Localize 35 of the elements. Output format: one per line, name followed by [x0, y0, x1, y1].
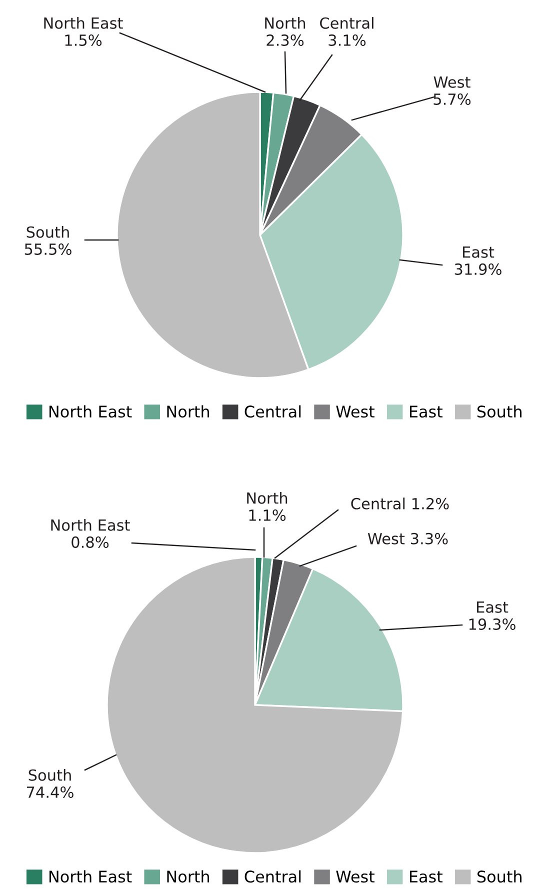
- data-label: 0.8%: [72, 536, 109, 548]
- legend-label: South: [477, 405, 522, 418]
- legend-label: North: [167, 405, 210, 418]
- slice-label: North: [265, 17, 306, 29]
- slice-label: South: [26, 226, 69, 238]
- data-label: 55.5%: [24, 243, 72, 255]
- pie-slice: [106, 556, 404, 854]
- legend-label: North East: [50, 870, 132, 883]
- slice-label: South: [28, 769, 71, 781]
- slice-label: West: [434, 76, 470, 88]
- data-label: 74.4%: [26, 786, 74, 798]
- slice-label: Central: [320, 17, 374, 29]
- data-label: 19.3%: [469, 618, 516, 630]
- legend-label: South: [477, 870, 522, 883]
- legend-label: West: [336, 406, 374, 418]
- data-label: 5.7%: [434, 93, 471, 105]
- category-label: Central 1.2%: [351, 498, 449, 510]
- data-label: 31.9%: [454, 263, 502, 275]
- legend-label: Central: [244, 870, 301, 883]
- slice-label: East: [477, 602, 508, 613]
- legend-label: North: [167, 870, 210, 883]
- data-label: 3.1%: [328, 34, 366, 46]
- slice-label: East: [463, 246, 494, 258]
- slice-label: North East: [51, 519, 130, 531]
- slice-label: North East: [44, 17, 123, 29]
- legend-label: East: [410, 870, 442, 883]
- data-label: 1.1%: [249, 509, 286, 521]
- legend-label: North East: [50, 405, 132, 418]
- slice-label: North: [247, 492, 288, 504]
- legend-label: Central: [244, 405, 301, 418]
- data-label: 1.5%: [65, 34, 102, 46]
- data-label: 2.3%: [266, 34, 304, 46]
- category-label: West 3.3%: [368, 532, 448, 544]
- legend-label: East: [410, 406, 442, 418]
- legend-label: West: [336, 870, 374, 883]
